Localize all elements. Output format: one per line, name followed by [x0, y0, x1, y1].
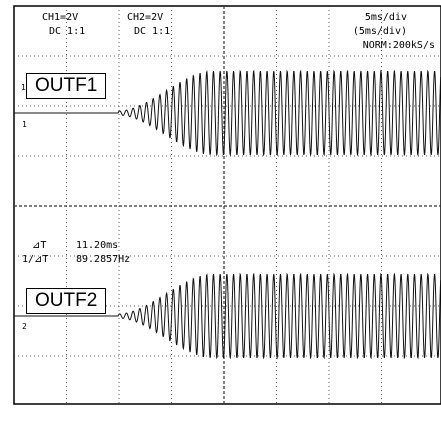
ch2-scale-readout: CH2=2V: [127, 12, 164, 23]
waveform-traces: [14, 69, 441, 360]
ch1-level-marker: 1: [21, 83, 26, 92]
timebase-zoom-readout: (5ms/div): [352, 26, 407, 37]
delta-t-value: 11.20ms: [76, 240, 119, 251]
screen-frame: [13, 5, 441, 405]
ch1-scale-readout: CH1=2V: [42, 12, 79, 23]
trace-label-outf1: OUTF1: [26, 73, 107, 99]
waveform-outf2: [14, 272, 441, 360]
inverse-delta-t-value: 89.2857Hz: [76, 254, 131, 265]
ch2-coupling-readout: DC 1:1: [134, 26, 171, 37]
timebase-readout: 5ms/div: [364, 12, 407, 23]
inverse-delta-t-label: 1/⊿T: [22, 254, 49, 265]
sample-mode-readout: NORM:200kS/s: [362, 40, 435, 51]
ch1-coupling-readout: DC 1:1: [49, 26, 86, 37]
ch1-ground-marker: 1: [22, 120, 27, 129]
delta-t-label: ⊿T: [32, 240, 47, 251]
waveform-outf1: [14, 69, 441, 157]
graticule-grid: [13, 5, 441, 405]
ch2-ground-marker: 2: [22, 322, 27, 331]
trace-label-outf2: OUTF2: [26, 288, 107, 314]
